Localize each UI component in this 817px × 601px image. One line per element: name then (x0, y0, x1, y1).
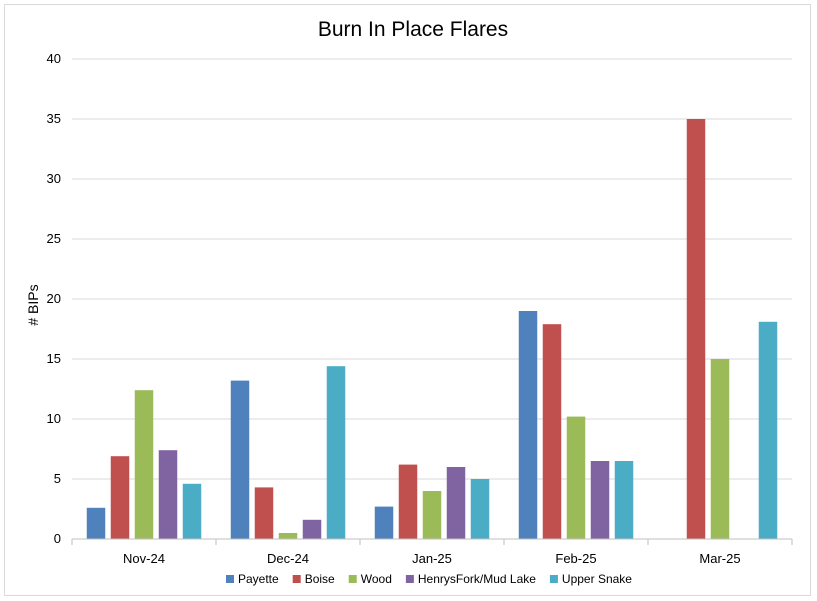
gridlines (72, 58, 792, 480)
legend: Payette Boise Wood HenrysFork/Mud Lake Upper… (226, 572, 632, 586)
bar-payette-nov-24 (86, 507, 106, 539)
legend-swatch (549, 575, 558, 583)
legend-swatch (226, 575, 234, 583)
bar-wood-mar-25 (710, 359, 730, 539)
x-category-label: Jan-25 (412, 551, 452, 566)
y-tick-label: 25 (47, 231, 61, 246)
legend-item: Wood (348, 572, 392, 586)
legend-item: Upper Snake (549, 572, 632, 586)
y-tick-label: 0 (54, 531, 61, 546)
bar-boise-dec-24 (254, 487, 274, 539)
y-tick-label: 35 (47, 111, 61, 126)
legend-label: Payette (238, 572, 279, 586)
y-tick-label: 30 (47, 171, 61, 186)
x-category-label: Feb-25 (555, 551, 596, 566)
y-tick-label: 20 (47, 291, 61, 306)
bar-upper-snake-mar-25 (758, 321, 778, 539)
x-category-label: Mar-25 (699, 551, 740, 566)
y-tick-label: 40 (47, 51, 61, 66)
bar-boise-jan-25 (398, 464, 418, 539)
y-tick-label: 10 (47, 411, 61, 426)
bar-wood-dec-24 (278, 533, 298, 539)
x-category-label: Nov-24 (123, 551, 165, 566)
bar-upper-snake-feb-25 (614, 461, 634, 539)
legend-item: HenrysFork/Mud Lake (405, 572, 536, 586)
legend-label: HenrysFork/Mud Lake (418, 572, 536, 586)
bar-payette-jan-25 (374, 506, 394, 539)
y-tick-label: 15 (47, 351, 61, 366)
chart-title: Burn In Place Flares (318, 18, 508, 41)
bar-wood-feb-25 (566, 416, 586, 539)
y-tick-label: 5 (54, 471, 61, 486)
x-axis: Nov-24 Dec-24 Jan-25 Feb-25 Mar-25 (71, 538, 793, 566)
bar-upper-snake-dec-24 (326, 366, 346, 539)
bar-boise-mar-25 (686, 119, 706, 539)
legend-item: Boise (292, 572, 335, 586)
bar-henrysfork-mud-lake-jan-25 (446, 467, 466, 539)
legend-label: Boise (305, 572, 335, 586)
chart-svg: Burn In Place Flares # BIPs 0 5 10 15 20 25 30… (25, 18, 793, 586)
legend-swatch (292, 575, 301, 583)
bar-henrysfork-mud-lake-dec-24 (302, 519, 322, 539)
legend-swatch (348, 575, 357, 583)
bar-upper-snake-jan-25 (470, 479, 490, 539)
bar-payette-dec-24 (230, 380, 250, 539)
chart-frame: Burn In Place Flares # BIPs 0 5 10 15 20 25 30… (4, 4, 811, 596)
bar-henrysfork-mud-lake-feb-25 (590, 461, 610, 539)
legend-swatch (405, 575, 414, 583)
bar-henrysfork-mud-lake-nov-24 (158, 450, 178, 539)
bar-wood-jan-25 (422, 491, 442, 539)
y-tick-labels: 0 5 10 15 20 25 30 35 40 (47, 51, 61, 546)
legend-item: Payette (226, 572, 279, 586)
bar-boise-feb-25 (542, 324, 562, 539)
y-axis-label: # BIPs (25, 284, 41, 325)
bar-wood-nov-24 (134, 390, 154, 539)
bar-payette-feb-25 (518, 311, 538, 539)
legend-label: Upper Snake (562, 572, 632, 586)
bar-boise-nov-24 (110, 456, 130, 539)
bar-upper-snake-nov-24 (182, 483, 202, 539)
x-category-label: Dec-24 (267, 551, 309, 566)
bars (86, 119, 778, 539)
legend-label: Wood (361, 572, 392, 586)
